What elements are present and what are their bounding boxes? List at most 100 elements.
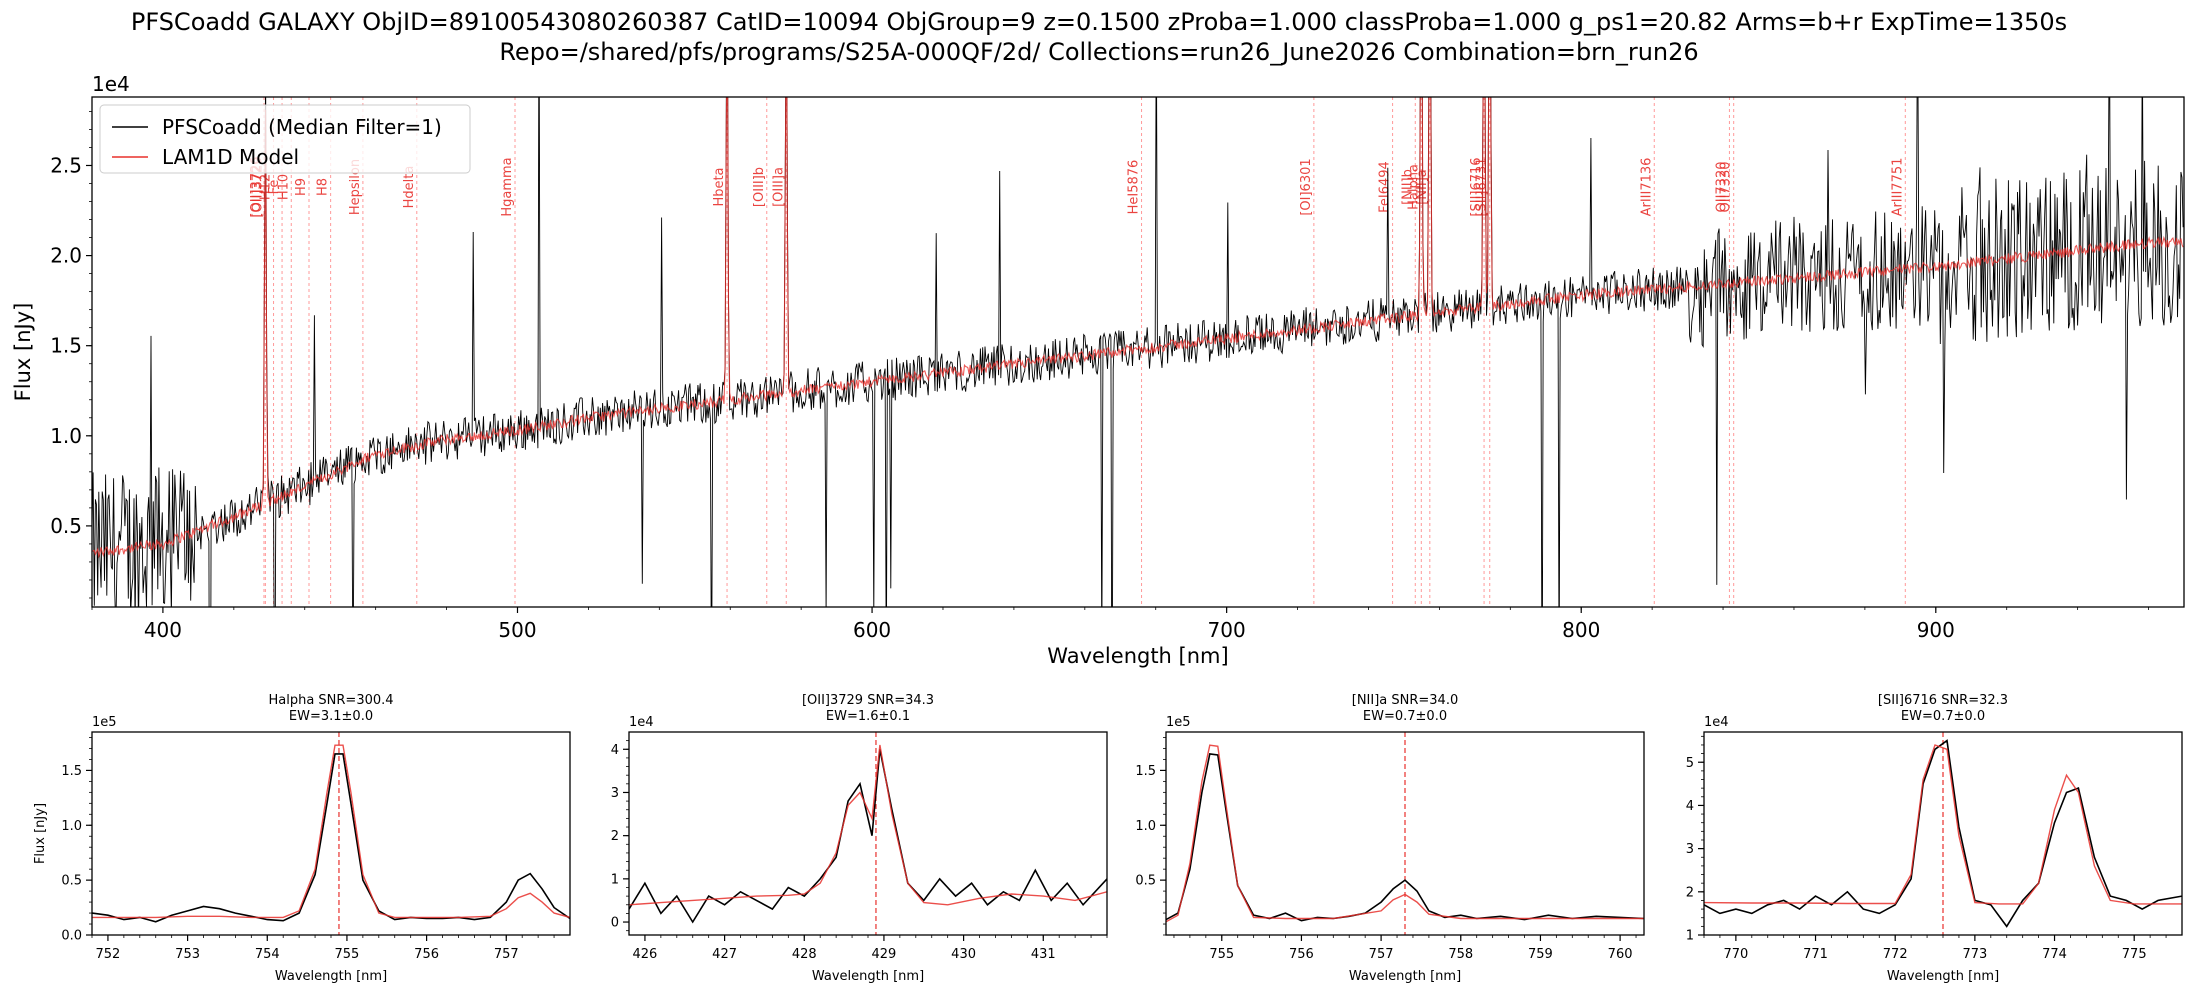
x-tick-label: 600: [853, 618, 891, 642]
x-tick-label: 430: [951, 947, 976, 962]
line-label: Hbeta: [712, 167, 727, 206]
line-label: HeI5876: [1127, 160, 1142, 215]
x-tick-label: 400: [144, 618, 182, 642]
panel-zoom-sii: 770 771 772 773 774 775 1 2 3 4 5 1e4 Wavelength [nm…: [1686, 693, 2183, 984]
x-tick-label: 775: [2122, 947, 2147, 962]
y-axis-label: Flux [nJy]: [33, 803, 48, 864]
panel-zoom-halpha: 752 753 754 755 756 757 0.0 0.5 1.0 1.5 1e5 Wavelen…: [33, 693, 571, 984]
figure-subtitle: Repo=/shared/pfs/programs/S25A-000QF/2d/…: [499, 38, 1699, 66]
panel-title: [NII]a SNR=34.0: [1352, 693, 1458, 708]
line-label: H9: [294, 178, 309, 196]
line-label: Fe: [267, 180, 282, 195]
legend-entry: PFSCoadd (Median Filter=1): [162, 115, 442, 139]
x-tick-label: 428: [792, 947, 817, 962]
x-axis-label: Wavelength [nm]: [1887, 969, 1999, 984]
line-label: [NII]b: [1400, 169, 1415, 205]
y-tick-label: 4: [611, 743, 619, 758]
series-pfscoadd: [1704, 739, 2182, 928]
x-tick-label: 758: [1448, 947, 1473, 962]
x-tick-label: 431: [1031, 947, 1056, 962]
legend: PFSCoadd (Median Filter=1) LAM1D Model: [99, 104, 471, 174]
x-tick-label: 754: [255, 947, 280, 962]
y-tick-label: 0.0: [61, 929, 82, 944]
y-tick-label: 3: [611, 786, 619, 801]
axis-offset-text: 1e5: [92, 715, 117, 730]
legend-box: [99, 104, 471, 174]
axes-frame: [91, 731, 571, 936]
y-tick-label: 1.0: [50, 424, 82, 448]
line-label: [SII]6716: [1469, 157, 1484, 216]
y-tick-label: 2.0: [50, 244, 82, 268]
series-lam1d-model: [1704, 744, 2182, 905]
x-tick-label: 772: [1883, 947, 1908, 962]
x-tick-label: 759: [1528, 947, 1553, 962]
axis-offset-text: 1e5: [1166, 715, 1191, 730]
line-label: OII7320: [1714, 162, 1729, 213]
line-label: [OIII]a: [771, 167, 786, 207]
legend-entry: LAM1D Model: [162, 145, 299, 169]
y-tick-label: 1.5: [61, 764, 82, 779]
series-lam1d-model: [92, 97, 2184, 559]
panel-title: Halpha SNR=300.4: [268, 693, 393, 708]
x-tick-label: 756: [1289, 947, 1314, 962]
x-tick-label: 756: [414, 947, 439, 962]
line-label: [OIII]b: [752, 167, 767, 207]
line-label: ArIII7751: [1890, 158, 1905, 217]
plot-area: [1166, 732, 1644, 935]
line-label: H8: [316, 178, 331, 196]
line-label: FeI6494: [1378, 161, 1393, 213]
plot-area: [92, 732, 570, 935]
line-label: H10: [276, 174, 291, 200]
axes-frame: [628, 731, 1108, 936]
panel-subtitle: EW=1.6±0.1: [826, 709, 910, 724]
y-tick-label: 4: [1686, 799, 1694, 814]
y-tick-label: 0: [611, 916, 619, 931]
x-axis-label: Wavelength [nm]: [275, 969, 387, 984]
plot-area: [1704, 732, 2182, 935]
y-axis-label: Flux [nJy]: [11, 303, 35, 402]
x-tick-label: 755: [335, 947, 360, 962]
panel-title: [OII]3729 SNR=34.3: [802, 693, 934, 708]
axis-offset-text: 1e4: [92, 72, 130, 96]
line-label: OII7330: [1719, 162, 1734, 213]
y-tick-label: 0.5: [50, 514, 82, 538]
x-axis-label: Wavelength [nm]: [812, 969, 924, 984]
x-tick-label: 427: [712, 947, 737, 962]
y-tick-label: 1.5: [1135, 764, 1156, 779]
panel-zoom-oii: 426 427 428 429 430 431 0 1 2 3 4 1e4 Wavelength [nm…: [611, 693, 1108, 984]
x-tick-label: 773: [1962, 947, 1987, 962]
x-tick-label: 760: [1608, 947, 1633, 962]
axes-frame: [1165, 731, 1645, 936]
y-tick-label: 2: [1686, 885, 1694, 900]
series-pfscoadd: [92, 753, 570, 923]
x-tick-label: 800: [1562, 618, 1600, 642]
x-tick-label: 770: [1723, 947, 1748, 962]
x-tick-label: 500: [498, 618, 536, 642]
x-tick-label: 774: [2042, 947, 2067, 962]
y-tick-label: 1: [1686, 929, 1694, 944]
y-tick-label: 1.5: [50, 334, 82, 358]
y-tick-label: 1.0: [61, 819, 82, 834]
series-lam1d-model: [1166, 744, 1644, 923]
x-tick-label: 755: [1209, 947, 1234, 962]
series-lam1d-model: [92, 744, 570, 919]
x-tick-label: 429: [872, 947, 897, 962]
x-tick-label: 426: [633, 947, 658, 962]
axis-offset-text: 1e4: [1704, 715, 1729, 730]
y-tick-label: 3: [1686, 842, 1694, 857]
x-tick-label: 900: [1917, 618, 1955, 642]
panel-subtitle: EW=0.7±0.0: [1363, 709, 1447, 724]
axis-offset-text: 1e4: [629, 715, 654, 730]
x-tick-label: 752: [96, 947, 121, 962]
figure-title: PFSCoadd GALAXY ObjID=89100543080260387 …: [130, 8, 2068, 36]
x-axis-label: Wavelength [nm]: [1349, 969, 1461, 984]
panel-zoom-nii: 755 756 757 758 759 760 0.5 1.0 1.5 1e5 Wavelength…: [1135, 693, 1645, 984]
y-tick-label: 2.5: [50, 153, 82, 177]
x-tick-label: 771: [1803, 947, 1828, 962]
x-tick-label: 757: [1369, 947, 1394, 962]
panel-title: [SII]6716 SNR=32.3: [1878, 693, 2008, 708]
series-pfscoadd: [629, 749, 1107, 924]
axes-frame: [91, 96, 2185, 608]
